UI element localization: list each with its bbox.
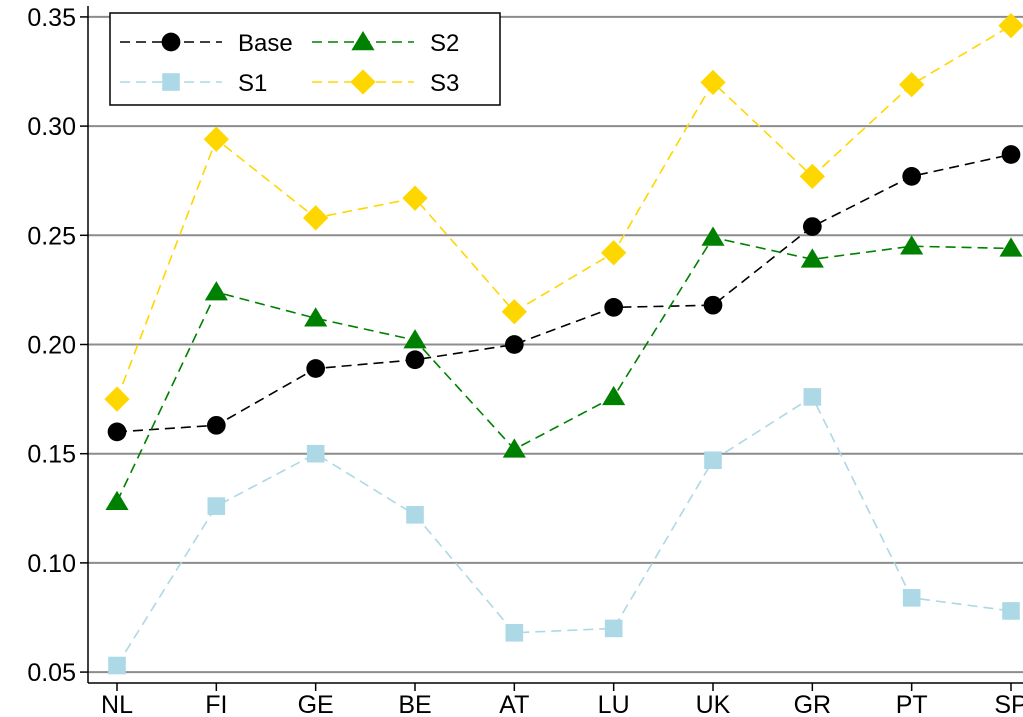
data-point bbox=[902, 589, 921, 607]
series-base bbox=[107, 145, 1021, 442]
data-point bbox=[701, 226, 725, 246]
legend-item-s2: S2 bbox=[312, 30, 459, 57]
x-tick-label: GR bbox=[794, 691, 832, 717]
y-tick-label: 0.10 bbox=[27, 550, 76, 578]
data-point bbox=[405, 350, 425, 370]
y-tick-label: 0.05 bbox=[27, 659, 76, 687]
legend-marker bbox=[350, 69, 376, 95]
legend-label: S3 bbox=[430, 70, 459, 97]
data-point bbox=[900, 235, 924, 255]
legend-item-base: Base bbox=[120, 30, 293, 57]
data-point bbox=[899, 71, 925, 98]
axes: 0.05 0.10 0.15 0.20 0.25 0.30 0.35 NL FI GE BE AT LU… bbox=[27, 4, 1023, 717]
x-tick-label: AT bbox=[499, 691, 529, 717]
series-line bbox=[116, 24, 1012, 400]
data-point bbox=[505, 623, 524, 642]
data-point bbox=[802, 217, 822, 236]
data-point bbox=[604, 298, 624, 317]
data-point bbox=[799, 163, 825, 189]
grid-lines bbox=[88, 15, 1023, 674]
y-tick-label: 0.25 bbox=[27, 222, 76, 250]
data-point bbox=[104, 386, 130, 412]
data-point bbox=[306, 444, 325, 463]
data-point bbox=[999, 237, 1023, 257]
data-point bbox=[105, 490, 129, 510]
x-tick-label: SP bbox=[994, 691, 1023, 717]
legend-label: S2 bbox=[430, 30, 459, 57]
data-point bbox=[604, 619, 623, 638]
data-point bbox=[207, 497, 226, 515]
data-point bbox=[703, 295, 723, 315]
x-tick-label: BE bbox=[398, 691, 431, 717]
x-tick-label: PT bbox=[896, 691, 928, 717]
data-point bbox=[902, 166, 922, 186]
data-point bbox=[304, 307, 328, 327]
data-point bbox=[107, 422, 127, 442]
data-point bbox=[406, 506, 424, 524]
data-point bbox=[602, 385, 626, 406]
data-point bbox=[504, 335, 524, 354]
data-point bbox=[108, 656, 126, 675]
legend-marker bbox=[351, 31, 375, 51]
y-tick-label: 0.20 bbox=[27, 332, 76, 360]
legend-marker bbox=[162, 73, 180, 91]
data-point bbox=[998, 13, 1023, 39]
series-line bbox=[116, 395, 1012, 666]
data-point bbox=[601, 240, 627, 266]
data-point bbox=[203, 126, 229, 152]
series-group bbox=[104, 13, 1023, 675]
data-point bbox=[303, 205, 329, 231]
data-point bbox=[803, 388, 822, 406]
data-point bbox=[800, 248, 824, 268]
x-tick-label: FI bbox=[205, 691, 227, 717]
data-point bbox=[402, 185, 428, 211]
x-tick-label: GE bbox=[298, 691, 334, 717]
y-tick-label: 0.15 bbox=[27, 441, 76, 469]
data-point bbox=[403, 329, 427, 349]
series-line bbox=[116, 236, 1012, 503]
data-point bbox=[206, 415, 226, 435]
data-point bbox=[501, 299, 527, 325]
legend-item-s1: S1 bbox=[120, 70, 267, 97]
legend-item-s3: S3 bbox=[312, 69, 459, 97]
data-point bbox=[306, 359, 326, 378]
series-line bbox=[116, 153, 1012, 433]
data-point bbox=[1002, 602, 1020, 620]
data-point bbox=[700, 69, 726, 96]
y-tick-label: 0.35 bbox=[27, 4, 76, 32]
x-tick-label: UK bbox=[696, 691, 731, 717]
x-tick-label: LU bbox=[598, 691, 630, 717]
legend: Base S1 S2 S3 bbox=[109, 12, 501, 106]
data-point bbox=[204, 281, 228, 301]
data-point bbox=[1001, 145, 1021, 164]
legend-label: Base bbox=[238, 30, 293, 57]
legend-label: S1 bbox=[238, 70, 267, 97]
x-tick-label: NL bbox=[101, 691, 133, 717]
series-s2 bbox=[105, 226, 1023, 510]
legend-marker bbox=[161, 32, 181, 52]
data-point bbox=[704, 451, 722, 470]
y-tick-label: 0.30 bbox=[27, 113, 76, 141]
series-s1 bbox=[108, 388, 1020, 675]
data-point bbox=[502, 438, 526, 458]
series-s3 bbox=[104, 13, 1023, 412]
